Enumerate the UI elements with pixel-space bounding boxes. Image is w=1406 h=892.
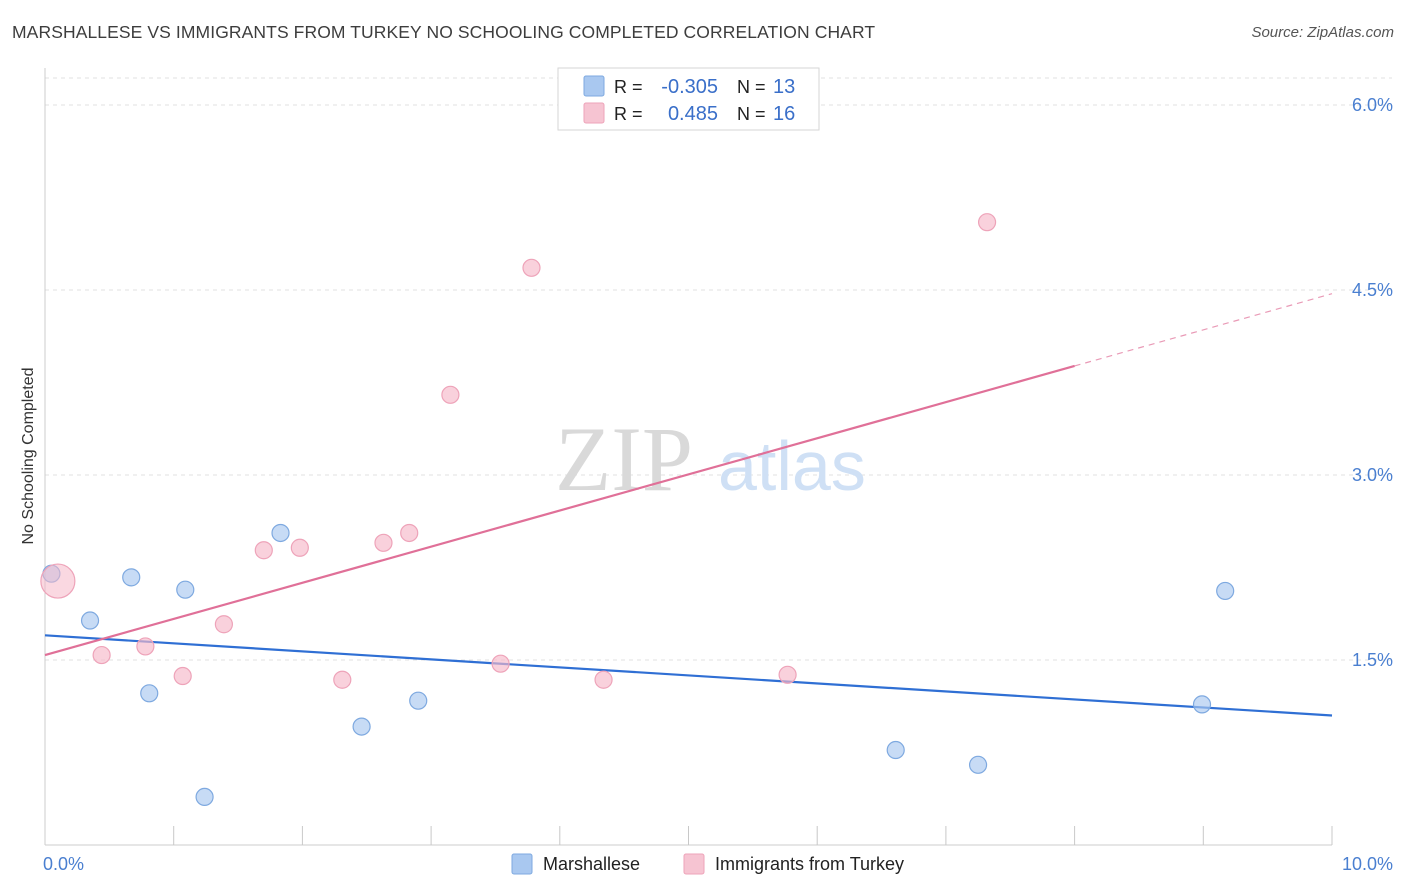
point-marshallese (80, 611, 100, 630)
x-tick-label: 0.0% (43, 854, 84, 874)
bottom-legend-swatch-marshallese (511, 853, 533, 875)
point-turkey (491, 654, 510, 673)
legend-n-label: N = (737, 77, 766, 97)
series-legend: Marshallese Immigrants from Turkey (511, 853, 904, 875)
point-turkey (778, 665, 797, 684)
chart-title: MARSHALLESE VS IMMIGRANTS FROM TURKEY NO… (12, 22, 876, 42)
x-tick-label: 10.0% (1342, 854, 1393, 874)
legend-r-label: R = (614, 104, 643, 124)
x-tick-labels: 0.0% 10.0% (43, 854, 1393, 874)
trend-line (44, 364, 1075, 657)
point-marshallese (122, 568, 141, 587)
watermark-zip: ZIP (555, 408, 693, 510)
legend-n-value: 13 (773, 76, 795, 98)
point-marshallese (1216, 581, 1235, 601)
y-tick-label: 3.0% (1352, 465, 1393, 485)
point-turkey (333, 670, 352, 689)
point-turkey (40, 563, 76, 599)
point-marshallese (409, 691, 428, 710)
point-marshallese (140, 684, 159, 703)
grid-lines (45, 77, 1392, 661)
point-turkey (173, 666, 192, 686)
legend-n-label: N = (737, 104, 766, 124)
point-turkey (92, 645, 111, 665)
y-axis-label: No Schooling Completed (20, 368, 37, 545)
point-turkey (374, 533, 393, 552)
point-turkey (214, 615, 233, 634)
y-tick-label: 6.0% (1352, 95, 1393, 115)
legend-r-label: R = (614, 77, 643, 97)
point-turkey (977, 213, 997, 232)
point-marshallese (271, 523, 290, 543)
legend-r-value: 0.485 (668, 103, 718, 125)
y-tick-label: 4.5% (1352, 280, 1393, 300)
point-marshallese (886, 740, 905, 760)
point-turkey (136, 637, 155, 656)
trend-lines (44, 293, 1333, 717)
trend-line (44, 634, 1333, 717)
point-turkey (254, 541, 273, 560)
watermark-atlas: atlas (718, 427, 866, 505)
point-turkey (400, 523, 419, 543)
data-points (40, 213, 1235, 807)
legend-swatch-marshallese (583, 75, 605, 97)
legend-n-value: 16 (773, 103, 795, 125)
bottom-legend-label: Marshallese (543, 854, 640, 874)
bottom-legend-label: Immigrants from Turkey (715, 854, 904, 874)
point-marshallese (195, 787, 214, 807)
point-marshallese (176, 580, 195, 599)
correlation-legend: R = -0.305 N = 13 R = 0.485 N = 16 (557, 67, 820, 131)
point-turkey (522, 258, 541, 277)
point-marshallese (1192, 695, 1212, 714)
x-ticks (173, 826, 1333, 845)
trend-line-extension (1074, 293, 1333, 367)
point-marshallese (968, 755, 988, 774)
source-label: Source: ZipAtlas.com (1251, 24, 1394, 41)
point-turkey (594, 670, 613, 689)
legend-r-value: -0.305 (661, 76, 718, 98)
y-tick-label: 1.5% (1352, 650, 1393, 670)
point-turkey (290, 538, 309, 557)
legend-swatch-turkey (583, 102, 605, 124)
point-turkey (441, 385, 460, 404)
point-marshallese (352, 717, 371, 736)
y-tick-labels: 1.5% 3.0% 4.5% 6.0% (1352, 95, 1393, 670)
bottom-legend-swatch-turkey (683, 853, 705, 875)
